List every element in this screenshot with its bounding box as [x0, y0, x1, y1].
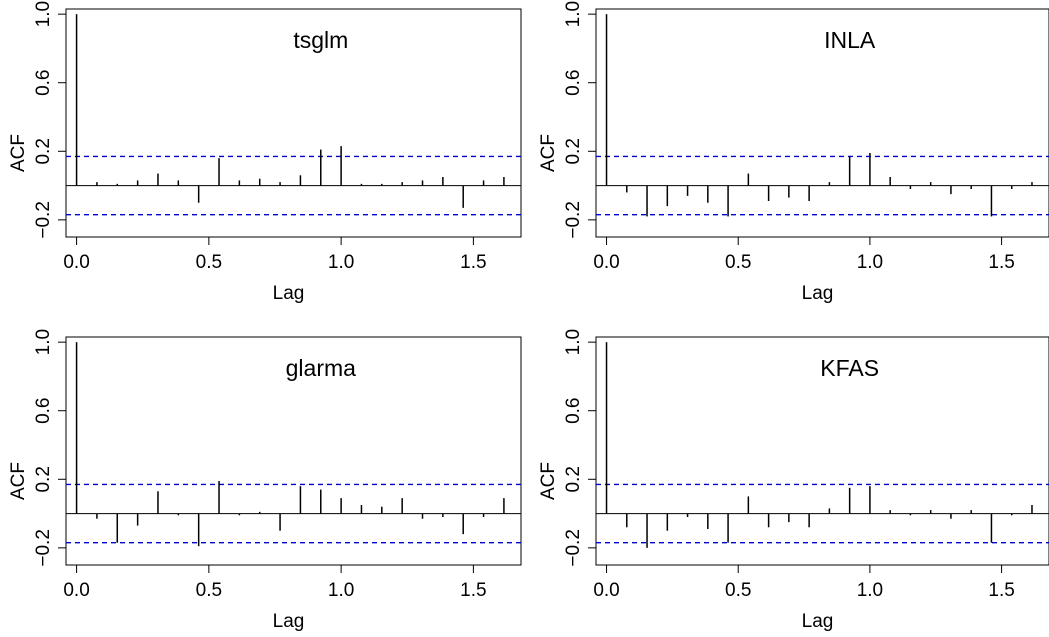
y-tick-label: −0.2 — [33, 201, 54, 239]
y-tick-label: 1.0 — [33, 1, 54, 27]
x-tick-label: 1.5 — [988, 580, 1014, 601]
panel-title: INLA — [824, 27, 876, 53]
panel-title: KFAS — [820, 355, 879, 381]
x-tick-label: 0.0 — [63, 580, 89, 601]
y-tick-label: −0.2 — [563, 201, 584, 239]
x-tick-label: 0.5 — [196, 252, 222, 273]
x-axis-label: Lag — [802, 283, 834, 304]
acf-panel-inla: 0.0 0.5 1.0 1.5 −0.2 0.2 0.6 1.0 INLA Lag ACF — [538, 1, 1049, 304]
panel-title: tsglm — [293, 27, 348, 53]
y-tick-label: 1.0 — [563, 329, 584, 355]
x-tick-label: 0.0 — [593, 580, 619, 601]
y-tick-label: 0.6 — [33, 70, 54, 96]
x-axis-label: Lag — [273, 611, 305, 632]
x-tick-label: 0.0 — [63, 252, 89, 273]
y-tick-label: 0.2 — [33, 138, 54, 164]
y-tick-label: −0.2 — [33, 529, 54, 567]
y-axis-label: ACF — [538, 134, 559, 172]
y-tick-label: 1.0 — [33, 329, 54, 355]
y-tick-label: 1.0 — [563, 1, 584, 27]
x-axis-label: Lag — [802, 611, 834, 632]
x-axis-label: Lag — [273, 283, 305, 304]
x-tick-label: 0.0 — [593, 252, 619, 273]
acf-panel-glarma: 0.0 0.5 1.0 1.5 −0.2 0.2 0.6 1.0 glarma Lag ACF — [8, 329, 522, 632]
x-tick-label: 1.0 — [857, 580, 883, 601]
acf-panel-kfas: 0.0 0.5 1.0 1.5 −0.2 0.2 0.6 1.0 KFAS Lag ACF — [538, 329, 1049, 632]
y-axis-label: ACF — [8, 134, 29, 172]
y-axis-label: ACF — [538, 462, 559, 500]
y-tick-label: 0.2 — [563, 138, 584, 164]
x-tick-label: 1.5 — [460, 252, 486, 273]
x-tick-label: 0.5 — [725, 580, 751, 601]
x-tick-label: 0.5 — [725, 252, 751, 273]
y-axis-label: ACF — [8, 462, 29, 500]
x-tick-label: 1.5 — [460, 580, 486, 601]
acf-panel-tsglm: 0.0 0.5 1.0 1.5 −0.2 0.2 0.6 1.0 tsglm Lag ACF — [8, 1, 522, 304]
x-tick-label: 0.5 — [196, 580, 222, 601]
x-tick-label: 1.0 — [328, 252, 354, 273]
x-tick-label: 1.0 — [857, 252, 883, 273]
y-tick-label: 0.6 — [563, 70, 584, 96]
plot-frame — [595, 8, 1049, 238]
y-tick-label: 0.6 — [563, 398, 584, 424]
y-tick-label: −0.2 — [563, 529, 584, 567]
y-tick-label: 0.2 — [33, 466, 54, 492]
x-tick-label: 1.5 — [988, 252, 1014, 273]
x-tick-label: 1.0 — [328, 580, 354, 601]
y-tick-label: 0.6 — [33, 398, 54, 424]
panel-title: glarma — [286, 355, 357, 381]
y-tick-label: 0.2 — [563, 466, 584, 492]
